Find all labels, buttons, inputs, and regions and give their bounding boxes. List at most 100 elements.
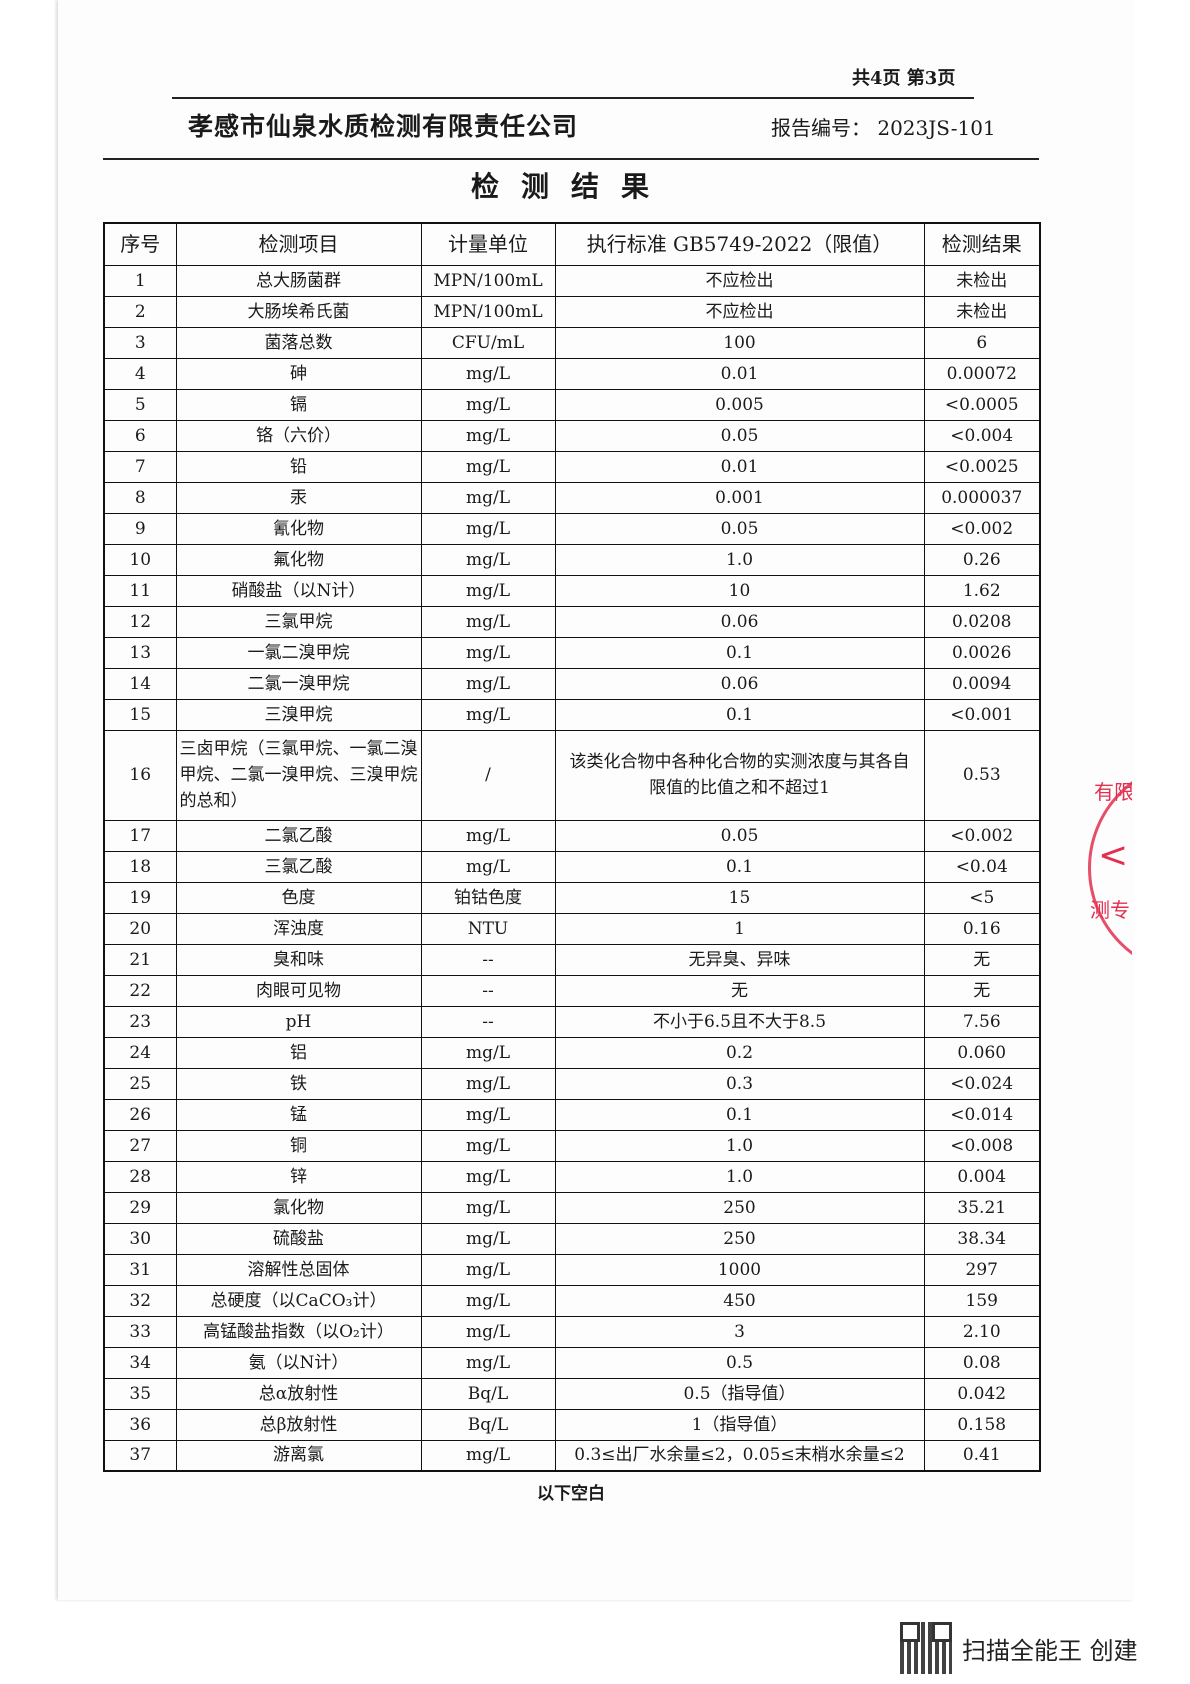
cell-col-unit: mg/L	[420, 1160, 556, 1193]
cell-col-item: 三氯乙酸	[175, 850, 422, 883]
cell-col-standard: 0.2	[554, 1036, 925, 1069]
cell-col-standard: 15	[554, 881, 925, 914]
cell-col-standard: 450	[554, 1284, 925, 1317]
cell-col-unit: mg/L	[420, 512, 556, 545]
cell-col-result: 未检出	[923, 264, 1041, 297]
cell-col-unit: mg/L	[420, 1315, 556, 1348]
cell-col-item: pH	[175, 1005, 422, 1038]
header-rule-bottom	[103, 158, 1039, 160]
cell-col-standard: 10	[554, 574, 925, 607]
cell-col-item: 铬（六价）	[175, 419, 422, 452]
cell-col-index: 18	[103, 850, 177, 883]
cell-col-index: 23	[103, 1005, 177, 1038]
cell-col-unit: CFU/mL	[420, 326, 556, 359]
header-col-unit: 计量单位	[420, 222, 556, 266]
cell-col-index: 11	[103, 574, 177, 607]
cell-col-unit: --	[420, 1005, 556, 1038]
cell-col-index: 13	[103, 636, 177, 669]
cell-col-unit: mg/L	[420, 698, 556, 731]
cell-col-item: 三溴甲烷	[175, 698, 422, 731]
cell-col-standard: 0.06	[554, 605, 925, 638]
cell-col-result: 35.21	[923, 1191, 1041, 1224]
cell-col-item: 二氯一溴甲烷	[175, 667, 422, 700]
cell-col-standard: 1.0	[554, 543, 925, 576]
cell-col-result: <0.014	[923, 1098, 1041, 1131]
header-col-result: 检测结果	[923, 222, 1041, 266]
cell-col-unit: mg/L	[420, 636, 556, 669]
cell-col-standard: 0.05	[554, 512, 925, 545]
cell-col-unit: --	[420, 974, 556, 1007]
cell-col-item: 溶解性总固体	[175, 1253, 422, 1286]
cell-col-item: 铝	[175, 1036, 422, 1069]
cell-col-standard: 0.1	[554, 698, 925, 731]
cell-col-standard: 0.01	[554, 357, 925, 390]
cell-col-standard: 0.5（指导值）	[554, 1377, 925, 1410]
cell-col-index: 31	[103, 1253, 177, 1286]
cell-col-standard: 不应检出	[554, 264, 925, 297]
cell-col-index: 7	[103, 450, 177, 483]
cell-col-unit: mg/L	[420, 1439, 556, 1472]
cell-col-standard: 250	[554, 1191, 925, 1224]
cell-col-unit: mg/L	[420, 543, 556, 576]
page-title: 检测结果	[470, 170, 671, 203]
cell-col-index: 27	[103, 1129, 177, 1162]
cell-col-result: <0.04	[923, 850, 1041, 883]
cell-col-result: 1.62	[923, 574, 1041, 607]
cell-col-standard: 0.005	[554, 388, 925, 421]
cell-col-standard: 0.001	[554, 481, 925, 514]
cell-col-index: 29	[103, 1191, 177, 1224]
cell-col-item: 氰化物	[175, 512, 422, 545]
cell-col-item: 一氯二溴甲烷	[175, 636, 422, 669]
table-row: 6 铬（六价） mg/L 0.05 <0.004	[103, 419, 1041, 452]
cell-col-standard: 该类化合物中各种化合物的实测浓度与其各自限值的比值之和不超过1	[554, 729, 925, 821]
cell-col-result: 0.0026	[923, 636, 1041, 669]
cell-col-standard: 0.1	[554, 850, 925, 883]
company-name: 孝感市仙泉水质检测有限责任公司	[188, 112, 579, 141]
table-row: 25 铁 mg/L 0.3 <0.024	[103, 1067, 1041, 1100]
cell-col-unit: Bq/L	[420, 1377, 556, 1410]
cell-col-result: 38.34	[923, 1222, 1041, 1255]
cell-col-item: 氯化物	[175, 1191, 422, 1224]
cell-col-index: 19	[103, 881, 177, 914]
table-row: 12 三氯甲烷 mg/L 0.06 0.0208	[103, 605, 1041, 638]
table-row: 24 铝 mg/L 0.2 0.060	[103, 1036, 1041, 1069]
cell-col-unit: mg/L	[420, 450, 556, 483]
cell-col-result: 0.16	[923, 912, 1041, 945]
cell-col-index: 34	[103, 1346, 177, 1379]
cell-col-item: 锰	[175, 1098, 422, 1131]
table-row: 30 硫酸盐 mg/L 250 38.34	[103, 1222, 1041, 1255]
watermark-text: 扫描全能王 创建	[962, 1636, 1138, 1665]
cell-col-unit: mg/L	[420, 574, 556, 607]
cell-col-result: 0.004	[923, 1160, 1041, 1193]
cell-col-unit: MPN/100mL	[420, 264, 556, 297]
table-row: 33 高锰酸盐指数（以O₂计） mg/L 3 2.10	[103, 1315, 1041, 1348]
header-col-index: 序号	[103, 222, 177, 266]
cell-col-item: 总大肠菌群	[175, 264, 422, 297]
cell-col-unit: mg/L	[420, 1222, 556, 1255]
cell-col-standard: 1.0	[554, 1160, 925, 1193]
cell-col-result: <0.0025	[923, 450, 1041, 483]
table-row: 27 铜 mg/L 1.0 <0.008	[103, 1129, 1041, 1162]
table-row: 22 肉眼可见物 -- 无无	[103, 974, 1041, 1007]
cell-col-standard: 0.05	[554, 819, 925, 852]
cell-col-result: 0.0094	[923, 667, 1041, 700]
table-row: 19 色度 铂钴色度 15 <5	[103, 881, 1041, 914]
cell-col-index: 4	[103, 357, 177, 390]
cell-col-index: 10	[103, 543, 177, 576]
table-row: 7 铅 mg/L 0.01 <0.0025	[103, 450, 1041, 483]
table-row: 23 pH -- 不小于6.5且不大于8.5 7.56	[103, 1005, 1041, 1038]
table-row: 16 三卤甲烷（三氯甲烷、一氯二溴甲烷、二氯一溴甲烷、三溴甲烷的总和） / 该类化合物…	[103, 729, 1041, 821]
cell-col-unit: mg/L	[420, 1253, 556, 1286]
cell-col-unit: 铂钴色度	[420, 881, 556, 914]
cell-col-standard: 3	[554, 1315, 925, 1348]
table-row: 13 一氯二溴甲烷 mg/L 0.1 0.0026	[103, 636, 1041, 669]
cell-col-item: 总β放射性	[175, 1408, 422, 1441]
cell-col-result: 6	[923, 326, 1041, 359]
cell-col-index: 9	[103, 512, 177, 545]
cell-col-item: 镉	[175, 388, 422, 421]
cell-col-unit: mg/L	[420, 1129, 556, 1162]
table-row: 9 氰化物 mg/L 0.05 <0.002	[103, 512, 1041, 545]
red-stamp: 有限 < 测专	[1088, 760, 1132, 975]
cell-col-unit: mg/L	[420, 481, 556, 514]
table-row: 18 三氯乙酸 mg/L 0.1 <0.04	[103, 850, 1041, 883]
